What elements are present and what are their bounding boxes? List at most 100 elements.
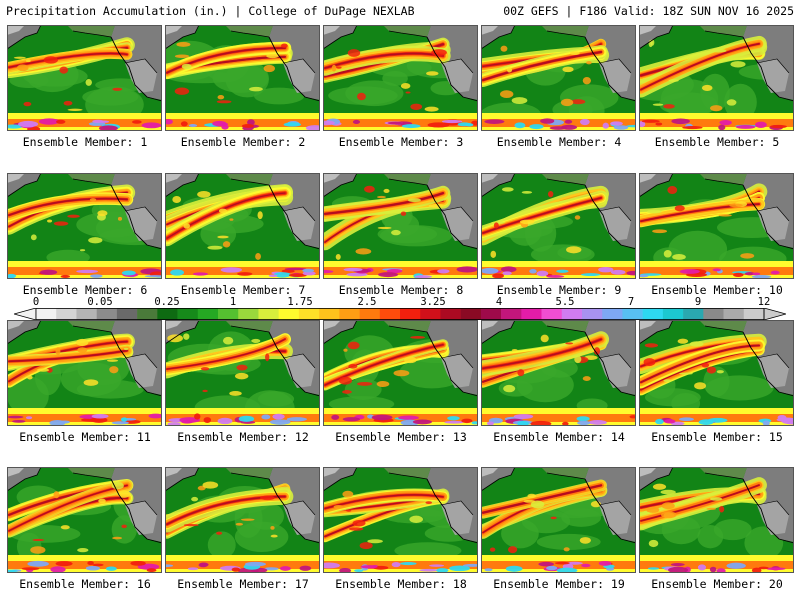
precip-map-svg — [481, 467, 636, 573]
colorbar-tick-label: 7 — [627, 296, 635, 308]
colorbar-swatch — [36, 308, 57, 320]
precip-map-svg — [639, 467, 794, 573]
colorbar-tick-label: 0.05 — [87, 296, 113, 308]
colorbar-swatch — [460, 308, 482, 320]
ensemble-member-map — [639, 173, 794, 279]
precip-map-svg — [639, 320, 794, 426]
ensemble-member-map — [323, 173, 478, 279]
ensemble-member-map — [7, 467, 162, 573]
colorbar-swatch — [400, 308, 421, 320]
colorbar-tick-label: 12 — [757, 296, 771, 308]
precip-map-svg — [7, 467, 162, 573]
ensemble-member-label: Ensemble Member: 2 — [180, 135, 306, 149]
ensemble-member-map — [481, 320, 636, 426]
colorbar-swatch — [602, 308, 623, 320]
colorbar-tick-label: 4 — [495, 296, 503, 308]
ensemble-member-map — [639, 25, 794, 131]
precip-map-svg — [323, 467, 478, 573]
ensemble-member-label: Ensemble Member: 10 — [651, 283, 783, 297]
precip-map-svg — [165, 320, 320, 426]
ensemble-member-label: Ensemble Member: 3 — [338, 135, 464, 149]
colorbar-swatch — [622, 308, 643, 320]
precip-map-svg — [165, 467, 320, 573]
precip-map-svg — [639, 173, 794, 279]
colorbar-swatch — [319, 308, 340, 320]
precip-map-svg — [7, 173, 162, 279]
precip-map-svg — [639, 25, 794, 131]
precip-map-svg — [481, 173, 636, 279]
colorbar-tick-label: 1 — [229, 296, 237, 308]
ensemble-member-label: Ensemble Member: 8 — [338, 283, 464, 297]
ensemble-member-label: Ensemble Member: 6 — [22, 283, 148, 297]
ensemble-member-map — [481, 467, 636, 573]
colorbar-swatch — [278, 308, 300, 320]
ensemble-member-label: Ensemble Member: 12 — [177, 430, 309, 444]
ensemble-member-map — [7, 320, 162, 426]
colorbar-swatch — [501, 308, 522, 320]
colorbar-swatch — [359, 308, 381, 320]
precip-map-svg — [165, 173, 320, 279]
colorbar-swatch — [561, 308, 583, 320]
ensemble-member-map — [165, 467, 320, 573]
ensemble-member-label: Ensemble Member: 17 — [177, 577, 309, 591]
precip-map-svg — [323, 25, 478, 131]
colorbar-swatch — [440, 308, 461, 320]
ensemble-member-map — [481, 173, 636, 279]
ensemble-member-label: Ensemble Member: 13 — [335, 430, 467, 444]
colorbar-swatch — [258, 308, 279, 320]
precip-map-svg — [165, 25, 320, 131]
colorbar-swatch — [642, 308, 664, 320]
colorbar-swatch — [197, 308, 219, 320]
ensemble-member-map — [323, 25, 478, 131]
colorbar-swatch — [56, 308, 77, 320]
colorbar-swatch — [703, 308, 724, 320]
ensemble-member-label: Ensemble Member: 18 — [335, 577, 467, 591]
colorbar-swatch — [420, 308, 441, 320]
colorbar-tick-label: 0.25 — [154, 296, 180, 308]
colorbar-swatch — [76, 308, 97, 320]
colorbar-tick-label: 5.5 — [555, 296, 575, 308]
ensemble-member-label: Ensemble Member: 16 — [19, 577, 151, 591]
colorbar — [14, 308, 786, 320]
colorbar-swatch — [116, 308, 138, 320]
precip-map-svg — [7, 320, 162, 426]
ensemble-member-map — [165, 173, 320, 279]
colorbar-swatch — [238, 308, 259, 320]
precip-map-svg — [481, 25, 636, 131]
colorbar-tick-label: 1.75 — [287, 296, 313, 308]
ensemble-member-map — [323, 467, 478, 573]
colorbar-swatch — [218, 308, 239, 320]
ensemble-member-map — [165, 320, 320, 426]
ensemble-member-label: Ensemble Member: 1 — [22, 135, 148, 149]
colorbar-swatch — [339, 308, 360, 320]
ensemble-member-map — [165, 25, 320, 131]
ensemble-member-label: Ensemble Member: 9 — [496, 283, 622, 297]
colorbar-swatch — [177, 308, 199, 320]
ensemble-member-map — [7, 25, 162, 131]
colorbar-swatch — [683, 308, 704, 320]
colorbar-swatch — [157, 308, 178, 320]
colorbar-swatch — [723, 308, 745, 320]
colorbar-tick-label: 9 — [694, 296, 702, 308]
ensemble-member-label: Ensemble Member: 5 — [654, 135, 780, 149]
colorbar-swatch — [541, 308, 563, 320]
colorbar-left-arrow — [14, 308, 37, 320]
ensemble-member-label: Ensemble Member: 11 — [19, 430, 151, 444]
precip-map-svg — [323, 173, 478, 279]
ensemble-member-map — [7, 173, 162, 279]
page-title: Precipitation Accumulation (in.) | Colle… — [6, 4, 415, 18]
colorbar-swatch — [298, 308, 320, 320]
precip-map-svg — [323, 320, 478, 426]
ensemble-member-label: Ensemble Member: 20 — [651, 577, 783, 591]
colorbar-ticks: 0 0.05 0.25 1 1.75 2.5 3.25 4 5.5 7 9 12 — [0, 296, 800, 309]
ensemble-member-label: Ensemble Member: 15 — [651, 430, 783, 444]
colorbar-svg — [14, 308, 786, 320]
colorbar-swatch — [662, 308, 684, 320]
colorbar-tick-label: 3.25 — [420, 296, 446, 308]
run-info: 00Z GEFS | F186 Valid: 18Z SUN NOV 16 20… — [503, 4, 794, 18]
ensemble-member-map — [323, 320, 478, 426]
colorbar-tick-label: 2.5 — [357, 296, 377, 308]
colorbar-swatch — [379, 308, 401, 320]
ensemble-member-map — [481, 25, 636, 131]
precip-map-svg — [7, 25, 162, 131]
